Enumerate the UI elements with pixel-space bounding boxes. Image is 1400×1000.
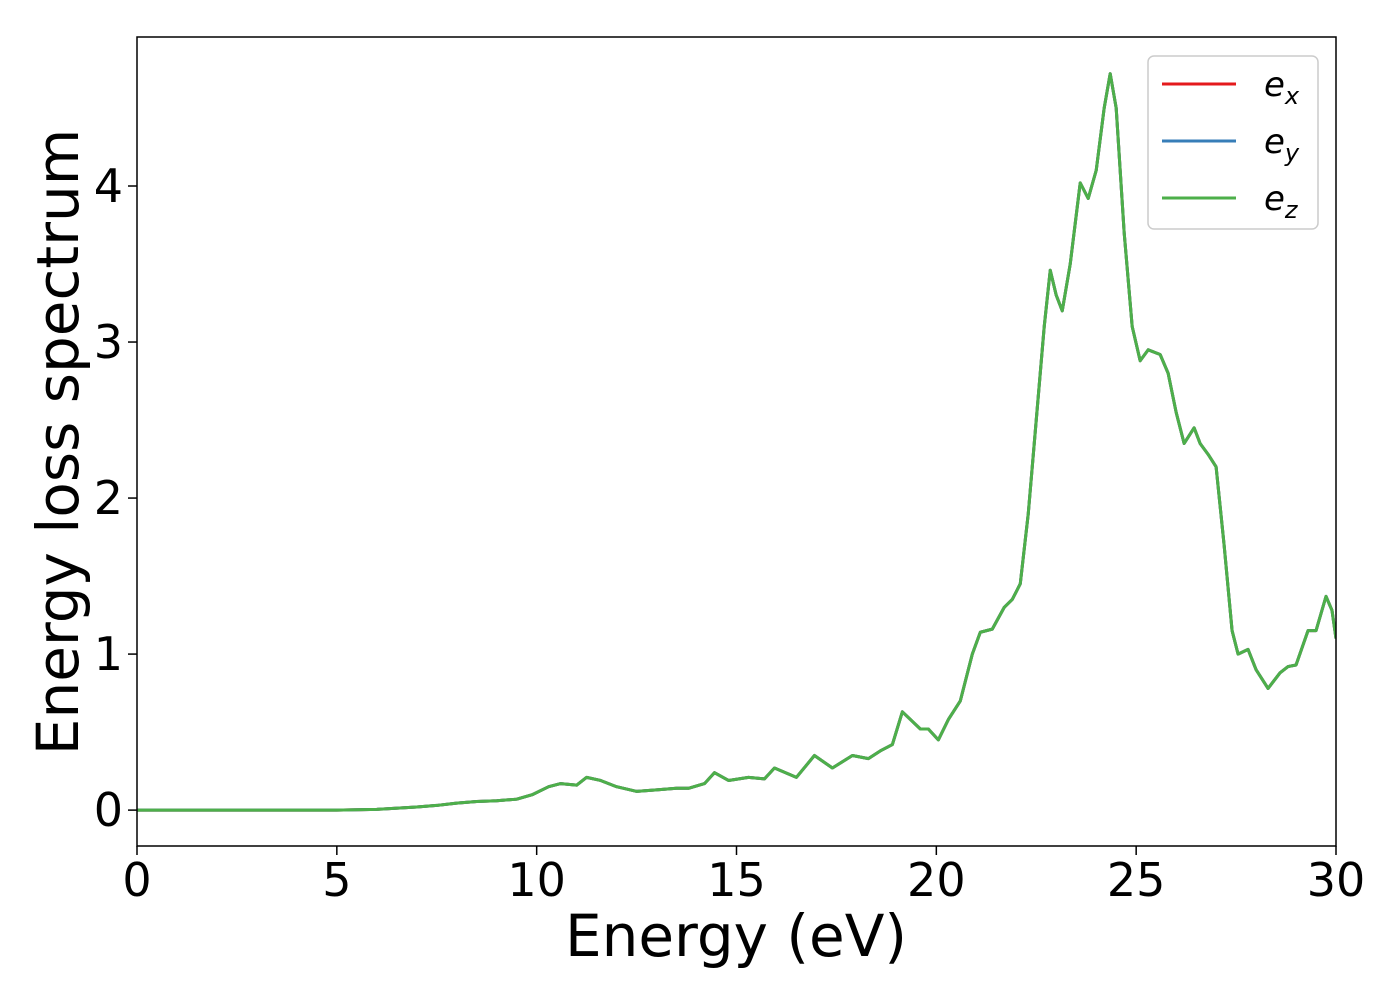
legend-label: ez [1264, 179, 1299, 224]
x-tick-label: 20 [907, 853, 966, 907]
legend-label-subscript: x [1284, 82, 1300, 110]
legend-label-name: e [1264, 179, 1285, 219]
legend-label: ey [1264, 122, 1300, 167]
x-tick-label: 0 [122, 853, 151, 907]
x-tick-label: 30 [1307, 853, 1366, 907]
series-line [137, 72, 1336, 812]
plot-frame [136, 36, 1337, 847]
y-tick-label: 3 [94, 315, 123, 369]
x-tick-label: 10 [507, 853, 566, 907]
legend-label-name: e [1264, 122, 1285, 162]
x-tick-label: 5 [322, 853, 351, 907]
x-axis-label: Energy (eV) [565, 902, 907, 970]
x-tick-label: 15 [707, 853, 766, 907]
legend-label: ex [1264, 65, 1300, 110]
x-tick-label: 25 [1107, 853, 1166, 907]
y-tick-label: 1 [94, 627, 123, 681]
legend-label-subscript: y [1284, 139, 1300, 167]
legend-label-subscript: z [1284, 196, 1299, 224]
y-axis-label: Energy loss spectrum [24, 129, 92, 755]
y-tick-label: 2 [94, 471, 123, 525]
y-tick-label: 4 [94, 159, 123, 213]
legend-label-name: e [1264, 65, 1285, 105]
y-tick-label: 0 [94, 783, 123, 837]
